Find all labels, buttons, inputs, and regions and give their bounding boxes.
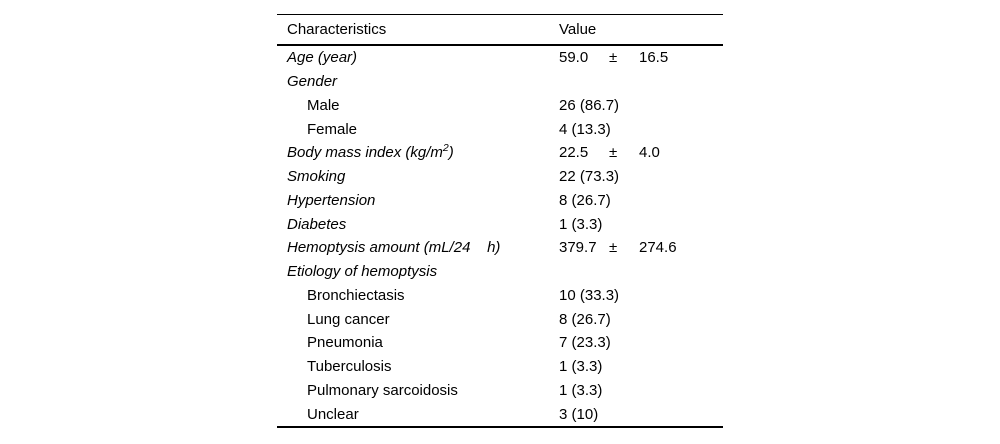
row-value: 10 (33.3) xyxy=(559,287,723,304)
row-label-text: Male xyxy=(307,96,340,114)
row-label: Hypertension xyxy=(277,192,559,209)
value-text: 22 (73.3) xyxy=(559,168,620,186)
table-row: Body mass index (kg/m2) 22.5 ±4.0 xyxy=(277,141,723,165)
value-text: 8 (26.7) xyxy=(559,191,611,209)
row-label: Gender xyxy=(277,73,559,90)
value-sd: 274.6 xyxy=(639,239,677,257)
value-text: 1 (3.3) xyxy=(559,215,603,233)
table-row: Pneumonia 7 (23.3) xyxy=(277,331,723,355)
row-label-text: Etiology of hemoptysis xyxy=(287,263,438,281)
table-row: Bronchiectasis 10 (33.3) xyxy=(277,284,723,308)
row-value: 4 (13.3) xyxy=(559,121,723,138)
row-label: Hemoptysis amount (mL/24 h) xyxy=(277,239,559,256)
row-label: Age (year) xyxy=(277,49,559,66)
table-row: Pulmonary sarcoidosis 1 (3.3) xyxy=(277,379,723,403)
row-label: Unclear xyxy=(277,406,559,423)
row-label-text: Gender xyxy=(287,73,338,91)
plus-minus-symbol: ± xyxy=(609,49,618,67)
value-mean: 379.7 xyxy=(559,239,597,257)
row-label-text: Female xyxy=(307,120,358,138)
table-row: Gender xyxy=(277,70,723,94)
table-row: Smoking 22 (73.3) xyxy=(277,165,723,189)
table-row: Hemoptysis amount (mL/24 h) 379.7 ±274.6 xyxy=(277,236,723,260)
value-text: 26 (86.7) xyxy=(559,96,620,114)
row-label: Lung cancer xyxy=(277,311,559,328)
value-text: 1 (3.3) xyxy=(559,358,603,376)
value-text: 1 (3.3) xyxy=(559,381,603,399)
row-label: Female xyxy=(277,121,559,138)
row-label: Smoking xyxy=(277,168,559,185)
row-label-text: Tuberculosis xyxy=(307,358,392,376)
row-label-text: Bronchiectasis xyxy=(307,286,405,304)
row-label-text: Lung cancer xyxy=(307,310,390,328)
plus-minus-symbol: ± xyxy=(609,144,618,162)
row-value: 8 (26.7) xyxy=(559,192,723,209)
row-value: 1 (3.3) xyxy=(559,358,723,375)
row-label: Male xyxy=(277,97,559,114)
value-text: 4 (13.3) xyxy=(559,120,611,138)
row-value: 379.7 ±274.6 xyxy=(559,239,723,256)
row-label: Pneumonia xyxy=(277,334,559,351)
row-label-text: Body mass index (kg/m xyxy=(287,144,443,162)
table-row: Etiology of hemoptysis xyxy=(277,260,723,284)
value-mean: 22.5 xyxy=(559,144,589,162)
table-row: Male 26 (86.7) xyxy=(277,94,723,118)
row-label: Etiology of hemoptysis xyxy=(277,263,559,280)
row-value: 26 (86.7) xyxy=(559,97,723,114)
patient-characteristics-table: Characteristics Value Age (year) 59.0 ±16.… xyxy=(277,14,723,428)
row-value: 22 (73.3) xyxy=(559,168,723,185)
row-label-text: Pneumonia xyxy=(307,334,383,352)
row-value: 7 (23.3) xyxy=(559,334,723,351)
value-sd: 16.5 xyxy=(639,49,669,67)
table-row: Tuberculosis 1 (3.3) xyxy=(277,355,723,379)
value-sd: 4.0 xyxy=(639,144,660,162)
row-label: Tuberculosis xyxy=(277,358,559,375)
plus-minus-symbol: ± xyxy=(609,239,618,257)
table-row: Unclear 3 (10) xyxy=(277,402,723,426)
table-row: Age (year) 59.0 ±16.5 xyxy=(277,46,723,70)
row-label-text: Age (year) xyxy=(287,49,358,67)
row-label: Pulmonary sarcoidosis xyxy=(277,382,559,399)
row-label-text: Unclear xyxy=(307,405,359,423)
row-label: Diabetes xyxy=(277,216,559,233)
row-label-text: Hemoptysis amount (mL/24 h) xyxy=(287,239,501,257)
column-header-value: Value xyxy=(559,21,597,38)
row-value: 3 (10) xyxy=(559,406,723,423)
row-value: 1 (3.3) xyxy=(559,382,723,399)
row-label-superscript: 2 xyxy=(442,142,449,155)
row-value: 59.0 ±16.5 xyxy=(559,49,723,66)
row-label-tail: ) xyxy=(448,144,454,162)
table-body: Age (year) 59.0 ±16.5 Gender Male 26 (86.7) Fe… xyxy=(277,46,723,426)
value-text: 10 (33.3) xyxy=(559,286,620,304)
table-header-row: Characteristics Value xyxy=(277,15,723,46)
row-label-text: Hypertension xyxy=(287,191,376,209)
value-text: 3 (10) xyxy=(559,405,599,423)
row-value: 22.5 ±4.0 xyxy=(559,144,723,161)
row-label-text: Smoking xyxy=(287,168,346,186)
table-row: Lung cancer 8 (26.7) xyxy=(277,307,723,331)
row-value: 1 (3.3) xyxy=(559,216,723,233)
table-row: Diabetes 1 (3.3) xyxy=(277,212,723,236)
row-label: Bronchiectasis xyxy=(277,287,559,304)
row-label-text: Pulmonary sarcoidosis xyxy=(307,381,458,399)
row-value: 8 (26.7) xyxy=(559,311,723,328)
table-row: Female 4 (13.3) xyxy=(277,117,723,141)
row-label-text: Diabetes xyxy=(287,215,347,233)
table-row: Hypertension 8 (26.7) xyxy=(277,189,723,213)
value-mean: 59.0 xyxy=(559,49,589,67)
value-text: 7 (23.3) xyxy=(559,334,611,352)
row-label: Body mass index (kg/m2) xyxy=(277,142,559,162)
column-header-characteristics: Characteristics xyxy=(287,21,387,38)
value-text: 8 (26.7) xyxy=(559,310,611,328)
